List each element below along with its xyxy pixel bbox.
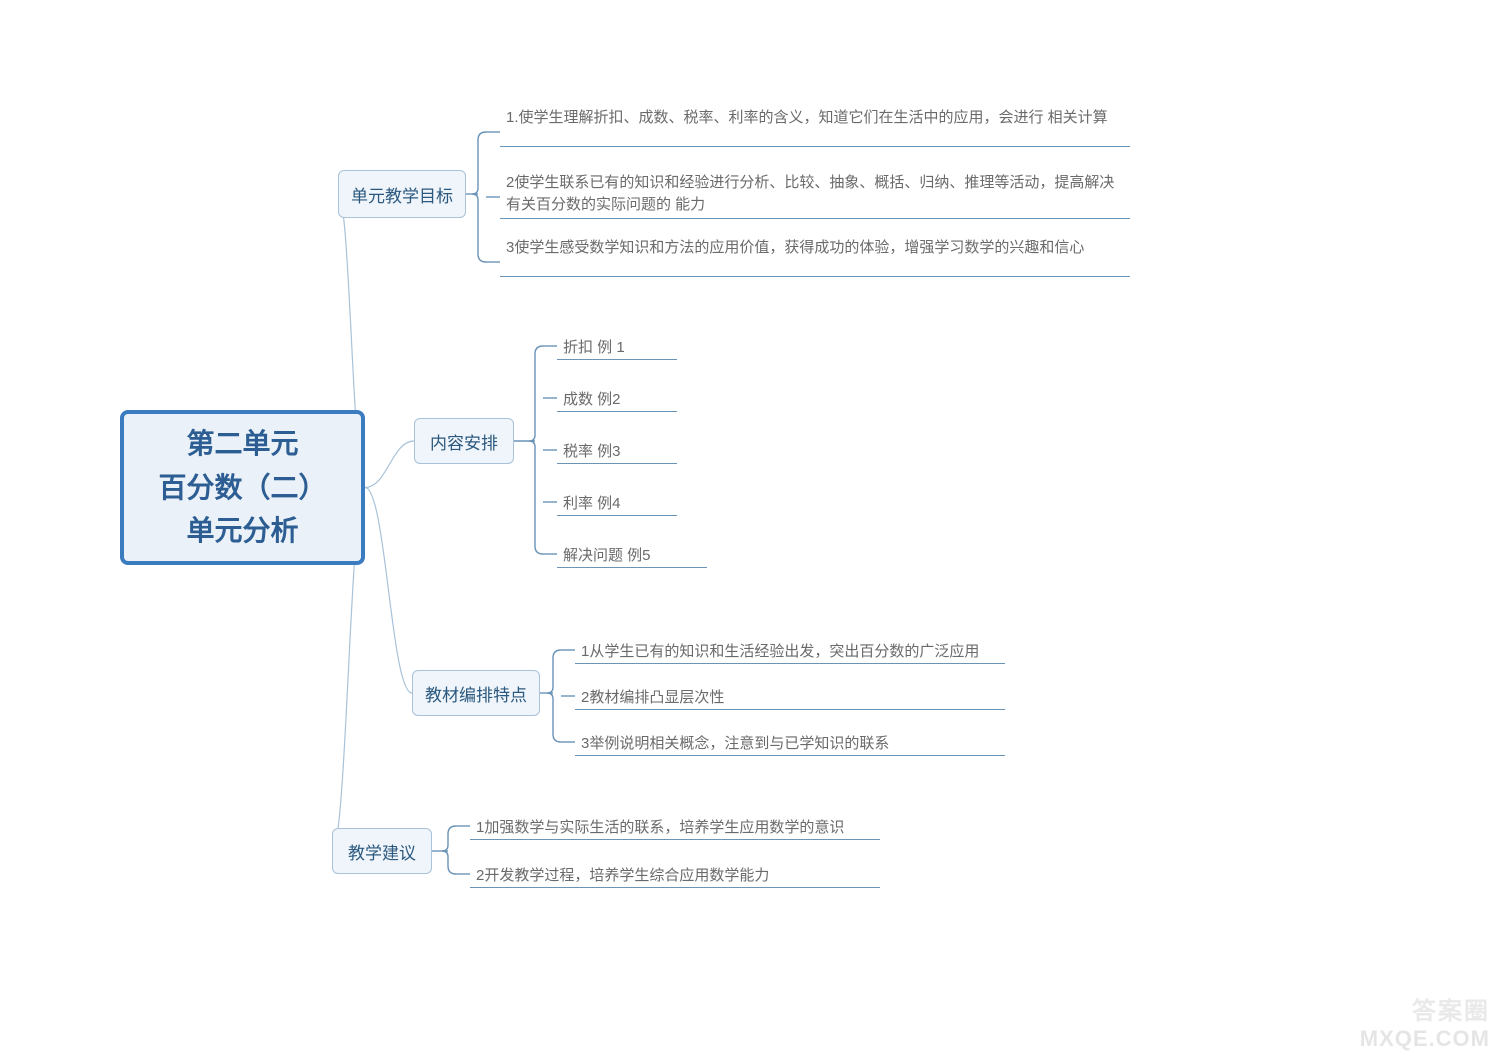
leaf-b2-1: 成数 例2 [557,386,677,412]
leaf-b4-1: 2开发教学过程，培养学生综合应用数学能力 [470,862,880,888]
leaf-b1-1: 2使学生联系已有的知识和经验进行分析、比较、抽象、概括、归纳、推理等活动，提高解… [500,170,1130,219]
branch-b4: 教学建议 [332,828,432,874]
leaf-b4-0: 1加强数学与实际生活的联系，培养学生应用数学的意识 [470,814,880,840]
leaf-b3-1: 2教材编排凸显层次性 [575,684,1005,710]
leaf-b3-0: 1从学生已有的知识和生活经验出发，突出百分数的广泛应用 [575,638,1005,664]
leaf-b3-2: 3举例说明相关概念，注意到与已学知识的联系 [575,730,1005,756]
watermark-en: MXQE.COM [1360,1026,1490,1052]
leaf-b2-4: 解决问题 例5 [557,542,707,568]
leaf-b2-3: 利率 例4 [557,490,677,516]
branch-b3: 教材编排特点 [412,670,540,716]
leaf-b1-2: 3使学生感受数学知识和方法的应用价值，获得成功的体验，增强学习数学的兴趣和信心 [500,235,1130,277]
leaf-b1-0: 1.使学生理解折扣、成数、税率、利率的含义，知道它们在生活中的应用，会进行 相关… [500,105,1130,147]
branch-b2: 内容安排 [414,418,514,464]
root-node: 第二单元百分数（二）单元分析 [120,410,365,565]
leaf-b2-2: 税率 例3 [557,438,677,464]
watermark-cn: 答案圈 [1412,991,1490,1026]
branch-b1: 单元教学目标 [338,170,466,218]
leaf-b2-0: 折扣 例 1 [557,334,677,360]
